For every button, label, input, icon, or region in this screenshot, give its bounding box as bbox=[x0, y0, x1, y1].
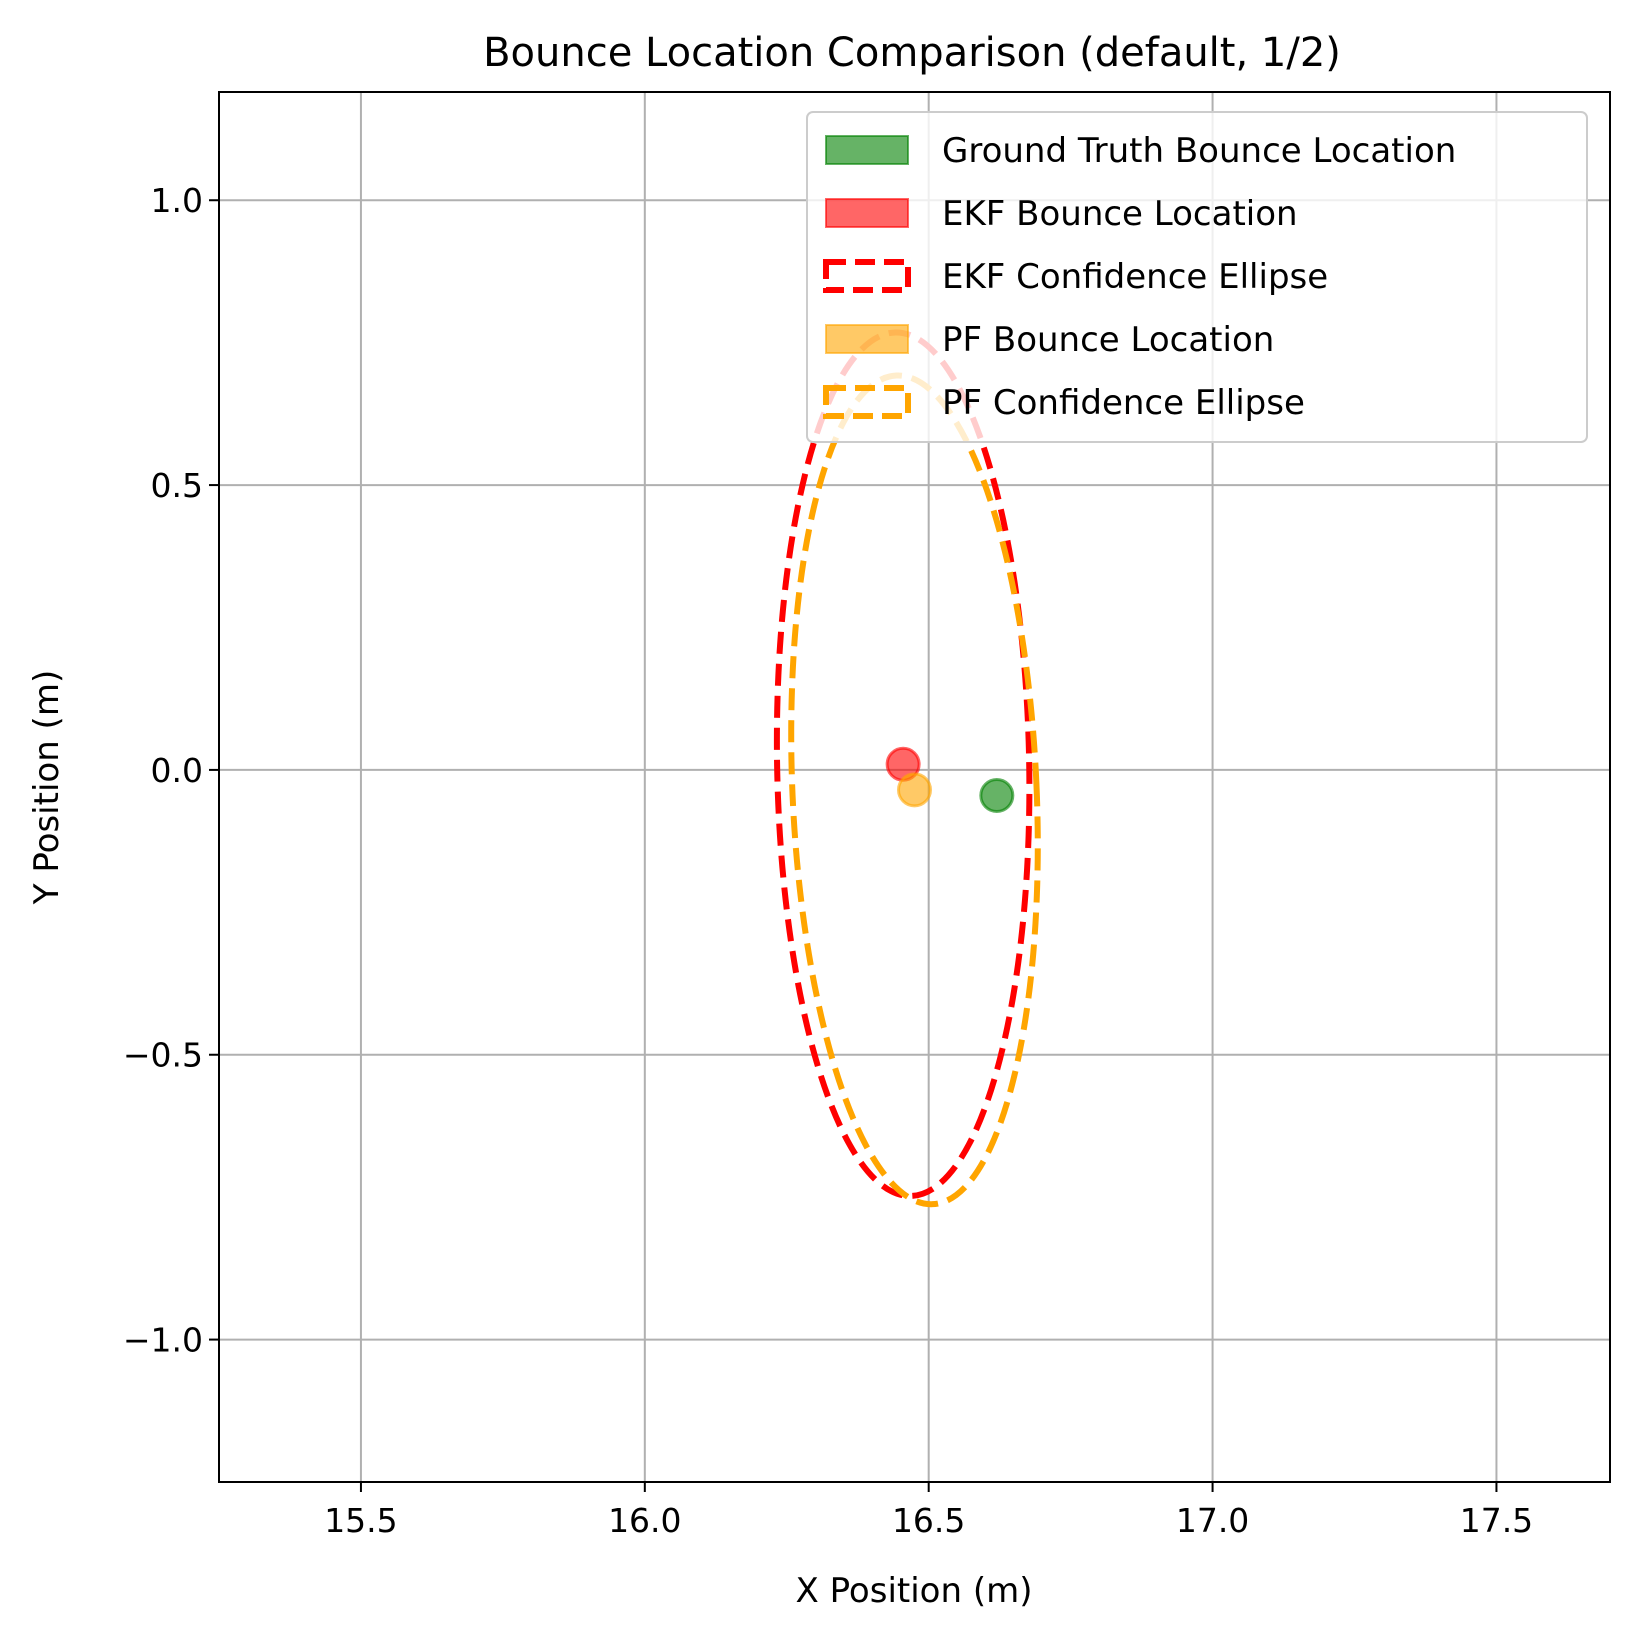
legend-label-ekf-confidence-ellipse: EKF Confidence Ellipse bbox=[942, 257, 1328, 297]
x-axis-label: X Position (m) bbox=[796, 1571, 1033, 1611]
x-tick-label: 17.5 bbox=[1460, 1501, 1533, 1540]
legend-frame bbox=[806, 111, 1588, 443]
legend: Ground Truth Bounce Location EKF Bounce L… bbox=[806, 111, 1588, 443]
y-tick-label: 0.5 bbox=[151, 466, 203, 505]
legend-label-pf-confidence-ellipse: PF Confidence Ellipse bbox=[942, 383, 1305, 423]
y-tick-label: −0.5 bbox=[123, 1036, 203, 1075]
legend-swatch-ground-truth-bounce-location bbox=[825, 135, 909, 165]
x-tick-label: 17.0 bbox=[1176, 1501, 1249, 1540]
pf-bounce-location-marker bbox=[897, 772, 932, 808]
bounce-points bbox=[885, 746, 1015, 814]
legend-label-pf-bounce-location: PF Bounce Location bbox=[942, 320, 1274, 360]
plot-frame bbox=[218, 91, 1611, 1483]
legend-swatch-ekf-bounce-location bbox=[825, 198, 909, 228]
legend-swatch-pf-confidence-ellipse bbox=[823, 385, 911, 419]
chart-title: Bounce Location Comparison (default, 1/2… bbox=[483, 30, 1341, 76]
y-tick-label: −1.0 bbox=[123, 1321, 203, 1360]
y-axis-label: Y Position (m) bbox=[27, 670, 67, 905]
axis-ticks: 15.5 16.0 16.5 17.0 17.5 1.0 0.5 0.0 −0.5 −1.0 bbox=[123, 181, 1533, 1540]
x-tick-label: 16.5 bbox=[892, 1501, 965, 1540]
legend-swatch-pf-bounce-location bbox=[825, 324, 909, 354]
x-tick-label: 16.0 bbox=[608, 1501, 681, 1540]
y-tick-label: 0.0 bbox=[151, 751, 203, 790]
legend-label-ekf-bounce-location: EKF Bounce Location bbox=[942, 194, 1298, 234]
y-tick-label: 1.0 bbox=[151, 181, 203, 220]
ground-truth-bounce-location-marker bbox=[979, 778, 1015, 814]
legend-swatch-ekf-confidence-ellipse bbox=[823, 259, 911, 293]
legend-label-ground-truth-bounce-location: Ground Truth Bounce Location bbox=[942, 131, 1456, 171]
x-tick-label: 15.5 bbox=[324, 1501, 397, 1540]
